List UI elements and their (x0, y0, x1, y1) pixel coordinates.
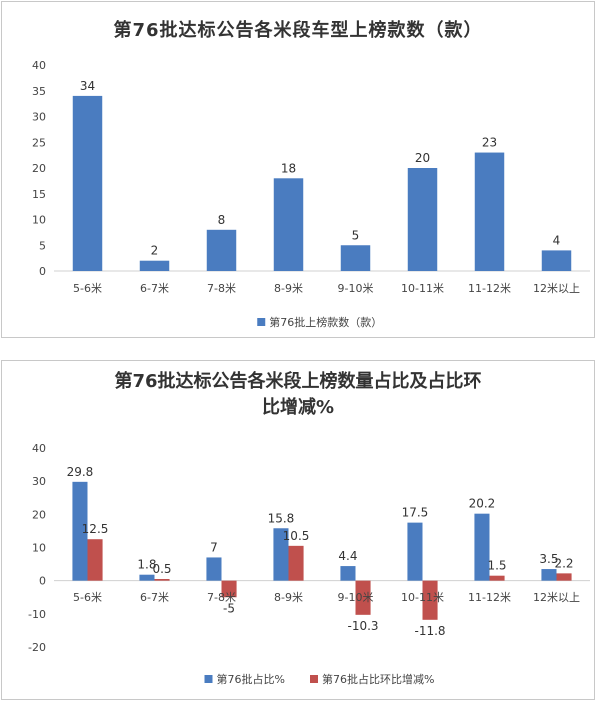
y-tick-label: 15 (32, 188, 46, 201)
data-label: 2.2 (554, 556, 573, 570)
data-label: 10.5 (283, 529, 310, 543)
bar-series1 (273, 178, 304, 271)
x-tick-label: 9-10米 (338, 282, 374, 295)
bar-series1 (206, 229, 237, 271)
x-tick-label: 12米以上 (533, 591, 580, 604)
data-label: 5 (352, 228, 360, 242)
data-label: 2 (151, 244, 159, 258)
y-tick-label: 20 (32, 162, 46, 175)
data-label: 4 (553, 233, 561, 247)
legend-swatch (257, 318, 266, 326)
y-tick-label: 5 (39, 239, 46, 252)
bar-series1 (541, 250, 572, 271)
data-label: 23 (482, 136, 497, 150)
data-label: 1.5 (487, 559, 506, 573)
y-tick-label: 10 (32, 542, 46, 555)
x-tick-label: 12米以上 (533, 282, 580, 295)
data-label: 3.5 (539, 552, 558, 566)
bar-series1 (72, 95, 103, 272)
y-tick-label: 40 (32, 59, 46, 72)
bar-series2 (489, 575, 505, 581)
y-tick-label: 30 (32, 111, 46, 124)
x-tick-label: 9-10米 (338, 591, 374, 604)
y-tick-label: 0 (39, 265, 46, 278)
data-label: -10.3 (348, 619, 379, 633)
data-label: 8 (218, 213, 226, 227)
bar-series2 (288, 545, 304, 581)
data-label: 17.5 (402, 506, 429, 520)
y-tick-label: 25 (32, 136, 46, 149)
y-tick-label: -10 (28, 608, 46, 621)
bar-series2 (355, 580, 371, 615)
x-tick-label: 6-7米 (140, 282, 169, 295)
legend-swatch (204, 675, 213, 683)
chart-panel-2: 第76批达标公告各米段上榜数量占比及占比环比增减% -20 -10 0 10 20 30 4… (1, 360, 595, 700)
legend-label: 第76批占比环比增减% (322, 672, 434, 686)
data-label: 34 (80, 79, 95, 93)
data-label: 7 (210, 540, 218, 554)
chart-title-2: 第76批达标公告各米段上榜数量占比及占比环比增减% (114, 371, 482, 418)
y-tick-label: -20 (28, 641, 46, 654)
data-label: 29.8 (67, 465, 94, 479)
x-tick-label: 5-6米 (73, 282, 102, 295)
x-tick-label: 6-7米 (140, 591, 169, 604)
bar-series2 (221, 580, 237, 598)
data-label: 12.5 (82, 522, 109, 536)
x-tick-label: 10-11米 (401, 591, 444, 604)
x-tick-label: 5-6米 (73, 591, 102, 604)
bar-series1 (407, 168, 438, 271)
x-tick-label: 8-9米 (274, 591, 303, 604)
data-label: 20 (415, 151, 430, 165)
bar-series1 (139, 260, 170, 271)
y-tick-label: 40 (32, 442, 46, 455)
bar-series1 (474, 513, 490, 581)
data-label: 15.8 (268, 511, 295, 525)
x-tick-label: 10-11米 (401, 282, 444, 295)
data-label: 18 (281, 161, 296, 175)
data-label: 0.5 (152, 562, 171, 576)
y-tick-label: 30 (32, 475, 46, 488)
bar-series1 (541, 569, 557, 581)
bar-series1 (340, 566, 356, 581)
legend-swatch (310, 675, 318, 683)
bar-series1 (340, 245, 371, 271)
x-tick-label: 8-9米 (274, 282, 303, 295)
x-tick-label: 7-8米 (207, 282, 236, 295)
bar-series2 (154, 579, 170, 581)
bar-series2 (422, 580, 438, 620)
data-label: 4.4 (338, 549, 357, 563)
legend-label: 第76批上榜款数（款） (269, 315, 382, 329)
x-tick-label: 11-12米 (468, 282, 511, 295)
y-tick-label: 20 (32, 508, 46, 521)
legend-label: 第76批占比% (217, 672, 285, 686)
data-label: -11.8 (415, 624, 446, 638)
data-label: 20.2 (469, 497, 496, 511)
bar-series1 (474, 152, 505, 271)
chart-title-1: 第76批达标公告各米段车型上榜款数（款） (113, 20, 483, 41)
y-tick-label: 10 (32, 214, 46, 227)
bar-series1 (273, 528, 289, 581)
bar-series1 (407, 522, 423, 581)
bar-series1 (72, 481, 88, 581)
bar-series2 (87, 539, 103, 581)
bar-series2 (556, 573, 572, 581)
y-tick-label: 0 (39, 575, 46, 588)
data-label: 1.8 (137, 558, 156, 572)
chart-panel-1: 第76批达标公告各米段车型上榜款数（款） 0 5 10 15 20 25 30 35 40 34 2… (1, 1, 595, 338)
bar-series1 (139, 574, 155, 581)
bar-series1 (206, 557, 222, 581)
x-tick-label: 11-12米 (468, 591, 511, 604)
y-tick-label: 35 (32, 85, 46, 98)
bar-chart-2: -20 -10 0 10 20 30 40 29.8 1.8 7 15.8 4.4 17.5 20.2 3.… (28, 442, 590, 686)
x-tick-label: 7-8米 (207, 591, 236, 604)
data-label: -5 (223, 601, 235, 615)
